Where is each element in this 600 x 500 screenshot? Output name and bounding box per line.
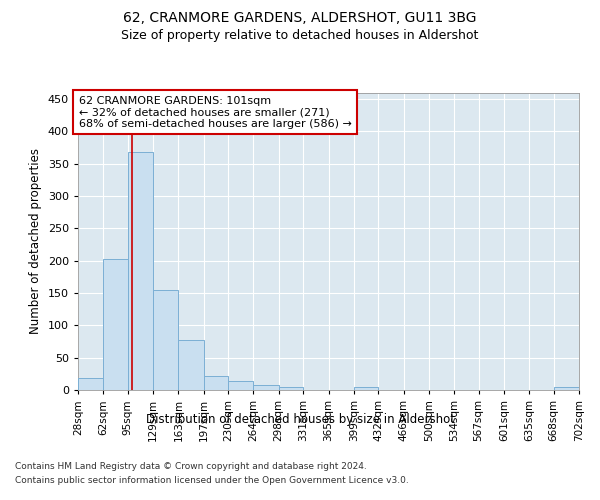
Text: Contains public sector information licensed under the Open Government Licence v3: Contains public sector information licen… <box>15 476 409 485</box>
Bar <box>228 381 253 390</box>
Bar <box>554 388 579 390</box>
Bar <box>178 340 203 390</box>
Bar <box>103 260 128 390</box>
Text: Distribution of detached houses by size in Aldershot: Distribution of detached houses by size … <box>146 412 455 426</box>
Text: 62 CRANMORE GARDENS: 101sqm
← 32% of detached houses are smaller (271)
68% of se: 62 CRANMORE GARDENS: 101sqm ← 32% of det… <box>79 96 352 129</box>
Text: Contains HM Land Registry data © Crown copyright and database right 2024.: Contains HM Land Registry data © Crown c… <box>15 462 367 471</box>
Text: Size of property relative to detached houses in Aldershot: Size of property relative to detached ho… <box>121 29 479 42</box>
Bar <box>128 152 153 390</box>
Bar <box>78 378 103 390</box>
Bar <box>253 386 278 390</box>
Bar <box>278 387 303 390</box>
Y-axis label: Number of detached properties: Number of detached properties <box>29 148 42 334</box>
Text: 62, CRANMORE GARDENS, ALDERSHOT, GU11 3BG: 62, CRANMORE GARDENS, ALDERSHOT, GU11 3B… <box>123 11 477 25</box>
Bar <box>153 290 178 390</box>
Bar <box>203 376 228 390</box>
Bar <box>354 388 379 390</box>
